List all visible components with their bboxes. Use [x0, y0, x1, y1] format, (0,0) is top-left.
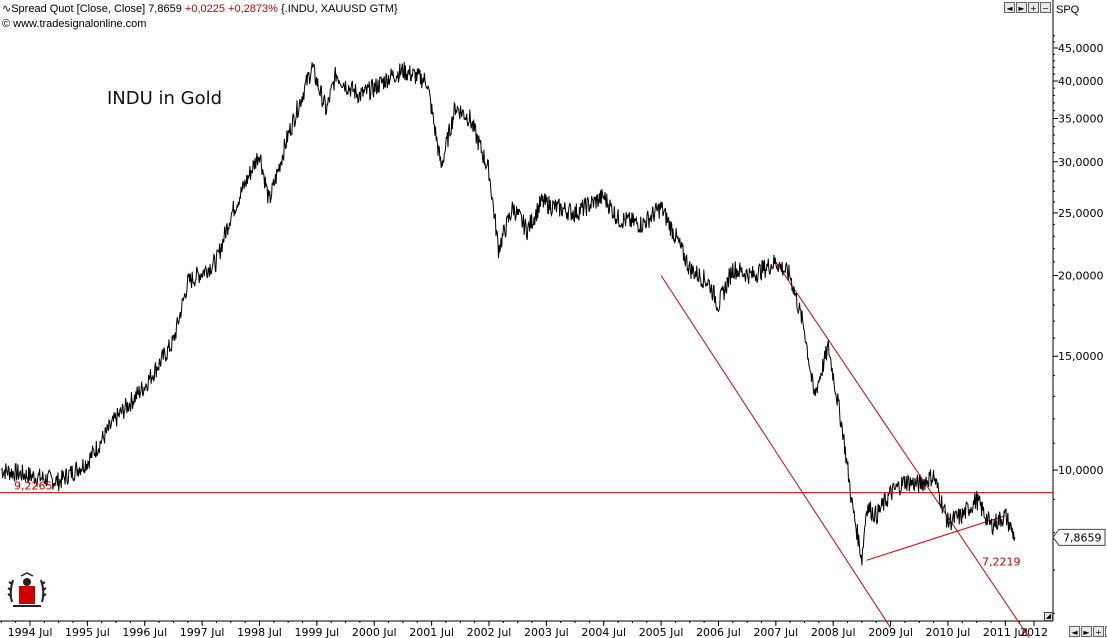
trendline	[660, 275, 891, 628]
last-value-text: 7,8659	[148, 3, 182, 15]
bottom-zoom-out-button[interactable]: −	[1105, 626, 1107, 637]
indicator-name: Spread Quot [Close, Close]	[11, 3, 146, 15]
indicator-icon: ∿	[2, 3, 12, 15]
chart-title: INDU in Gold	[107, 88, 222, 109]
bottom-nav-buttons: ◄ ► + −	[1069, 626, 1107, 637]
axis-tag: SPQ	[1056, 4, 1080, 16]
x-tick-label: 2009 Jul	[868, 626, 913, 638]
nav-buttons: ◄ ► + −	[1004, 2, 1051, 13]
y-tick-label: 45,0000	[1058, 42, 1104, 55]
y-tick-label: 20,0000	[1058, 270, 1104, 283]
last-value-marker: 7,8659	[1052, 528, 1106, 546]
x-tick-label: 1995 Jul	[65, 626, 110, 638]
x-tick-label: 1997 Jul	[180, 626, 225, 638]
x-tick-label: 2003 Jul	[524, 626, 569, 638]
x-tick-label: 2001 Jul	[409, 626, 454, 638]
y-tick-label: 15,0000	[1058, 350, 1104, 363]
y-tick-label: 25,0000	[1058, 207, 1104, 220]
bottom-scroll-left-button[interactable]: ◄	[1069, 626, 1080, 637]
change-pct-text: +0,2873%	[228, 3, 278, 15]
x-tick-label: 1998 Jul	[237, 626, 282, 638]
x-tick-label: 2011 Jul	[983, 626, 1028, 638]
trendlines	[660, 261, 1030, 638]
trendline	[775, 261, 1030, 638]
x-tick-label: 1996 Jul	[122, 626, 167, 638]
annotations: 9,2265 7,2219	[0, 480, 1053, 568]
x-tick-label: 1994 Jul	[8, 626, 53, 638]
y-axis: 45,0000 40,0000 35,0000 30,0000 25,0000 20,00…	[1053, 35, 1104, 614]
resize-corner-icon[interactable]: ◢	[1044, 612, 1053, 621]
symbols-text: {.INDU, XAUUSD GTM}	[280, 3, 398, 15]
scroll-left-button[interactable]: ◄	[1004, 2, 1015, 13]
zoom-in-button[interactable]: +	[1028, 2, 1039, 13]
trendline	[866, 515, 1006, 561]
low-label: 7,2219	[982, 555, 1021, 568]
y-tick-label: 40,0000	[1058, 75, 1104, 88]
x-axis: 1994 Jul 1995 Jul 1996 Jul 1997 Jul 1998 Jul…	[0, 621, 1048, 638]
x-tick-label: 2004 Jul	[581, 626, 626, 638]
last-value-label: 7,8659	[1063, 531, 1102, 544]
tradesignal-logo-icon	[7, 572, 47, 607]
y-tick-label: 35,0000	[1058, 113, 1104, 126]
y-tick-label: 10,0000	[1058, 464, 1104, 477]
x-tick-label: 2006 Jul	[696, 626, 741, 638]
x-tick-label: 2005 Jul	[639, 626, 684, 638]
x-tick-label: 2000 Jul	[352, 626, 397, 638]
x-tick-label: 1999 Jul	[294, 626, 339, 638]
y-tick-label: 30,0000	[1058, 156, 1104, 169]
series-line	[0, 61, 1016, 566]
x-tick-label: 2008 Jul	[811, 626, 856, 638]
scroll-right-button[interactable]: ►	[1016, 2, 1027, 13]
header-line: ∿Spread Quot [Close, Close] 7,8659 +0,02…	[2, 2, 398, 15]
x-tick-label: 2007 Jul	[753, 626, 798, 638]
change-text: +0,0225	[184, 3, 225, 15]
watermark: © www.tradesignalonline.com	[2, 18, 147, 30]
x-tick-label: 2010 Jul	[926, 626, 971, 638]
bottom-scroll-right-button[interactable]: ►	[1081, 626, 1092, 637]
x-tick-label: 2002 Jul	[467, 626, 512, 638]
zoom-out-button[interactable]: −	[1040, 2, 1051, 13]
x-tick-label: 2012	[1020, 626, 1048, 638]
level-label: 9,2265	[14, 480, 53, 493]
bottom-zoom-in-button[interactable]: +	[1093, 626, 1104, 637]
